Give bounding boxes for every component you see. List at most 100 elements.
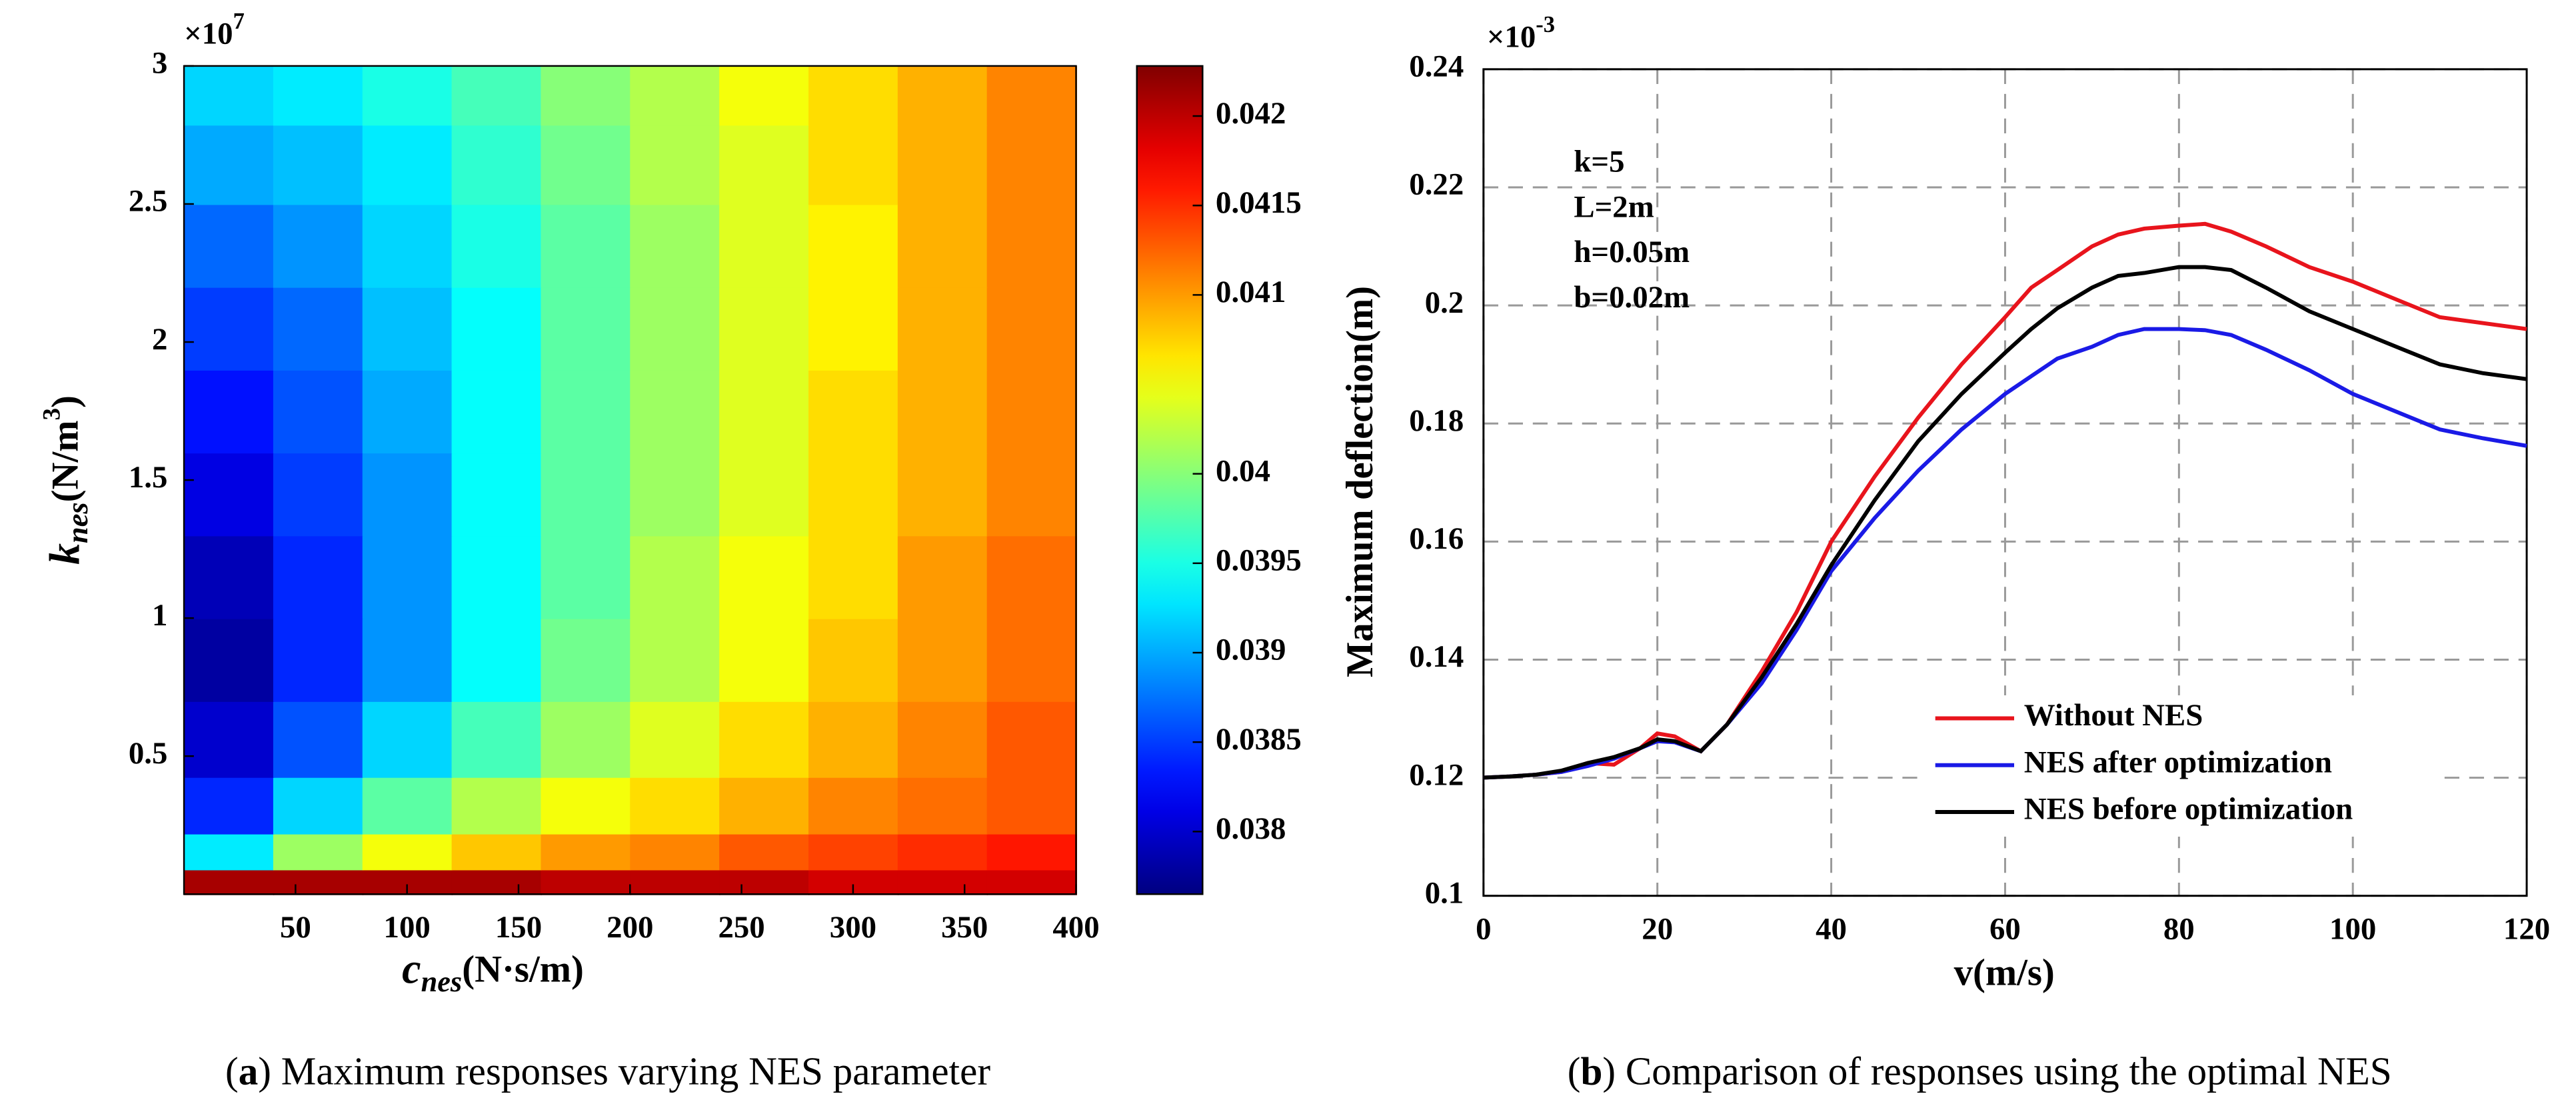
colorbar-tick-label: 0.0385 [1216, 722, 1302, 757]
heat-cell [362, 777, 453, 835]
heat-cell [451, 369, 542, 454]
heat-cell [184, 369, 275, 454]
text-part: nes [61, 502, 94, 543]
heat-cell [719, 452, 810, 537]
x-tick-label: 0 [1476, 912, 1491, 947]
x-tick-label: 20 [1642, 912, 1673, 947]
heat-cell [362, 452, 453, 537]
text-part: ×10 [1487, 19, 1536, 54]
heat-cell [897, 287, 988, 371]
colorbar-tick-label: 0.0415 [1216, 185, 1302, 220]
heat-cell [719, 535, 810, 619]
heat-cell [184, 124, 275, 205]
heat-cell [184, 618, 275, 702]
legend-label: NES before optimization [2024, 792, 2353, 827]
heat-cell [986, 833, 1078, 871]
heat-cell [630, 833, 720, 871]
text-part: a [239, 1049, 259, 1093]
text-part: nes [421, 965, 463, 998]
heat-cell [719, 65, 810, 126]
heat-cell [986, 869, 1078, 895]
heat-cell [541, 452, 631, 537]
heat-cell [630, 869, 720, 895]
heat-cell [630, 203, 720, 288]
heat-cell [184, 65, 275, 126]
heat-cell [541, 618, 631, 702]
heat-cell [451, 535, 542, 619]
heat-cell [808, 203, 899, 288]
heat-cell [630, 535, 720, 619]
text-part: 7 [233, 9, 245, 34]
heat-cell [184, 833, 275, 871]
heat-cell [986, 535, 1078, 619]
heat-cell [719, 124, 810, 205]
x-tick-label: 200 [607, 910, 653, 945]
heat-cell [451, 618, 542, 702]
series-line [1483, 265, 2527, 780]
heat-cell [273, 833, 364, 871]
heat-cell [897, 65, 988, 126]
heat-cell [719, 203, 810, 288]
heat-cell [897, 618, 988, 702]
heat-cell [808, 452, 899, 537]
heat-cell [897, 777, 988, 835]
colorbar-tick-label: 0.039 [1216, 633, 1286, 667]
text-part: (N·s/m) [462, 949, 584, 991]
heat-cell [719, 369, 810, 454]
text-part: ) Comparison of responses using the opti… [1602, 1049, 2391, 1093]
heat-cell [451, 869, 542, 895]
heat-cell [897, 535, 988, 619]
heat-cell [541, 287, 631, 371]
heat-cell [541, 777, 631, 835]
annotation: h=0.05m [1574, 235, 1690, 269]
text-part: c [402, 945, 421, 992]
heat-cell [986, 452, 1078, 537]
heat-cell [273, 369, 364, 454]
y-tick-label: 2 [152, 322, 167, 357]
heat-cell [541, 833, 631, 871]
heat-cell [630, 701, 720, 778]
y-tick-label: 0.24 [1409, 49, 1464, 84]
heat-cell [184, 452, 275, 537]
annotation: b=0.02m [1574, 280, 1690, 315]
heat-cell [362, 833, 453, 871]
legend-label: NES after optimization [2024, 745, 2332, 779]
heat-cell [897, 452, 988, 537]
heat-cell [273, 701, 364, 778]
heat-cell [184, 777, 275, 835]
heat-cell [541, 701, 631, 778]
heat-cell [897, 701, 988, 778]
heat-cell [897, 369, 988, 454]
heat-cell [808, 833, 899, 871]
y-tick-label: 2.5 [129, 184, 168, 219]
caption: (a) Maximum responses varying NES parame… [225, 1049, 990, 1093]
text-part: b [1580, 1049, 1602, 1093]
heat-cell [719, 869, 810, 895]
heat-cell [451, 287, 542, 371]
x-axis-label: cnes(N·s/m) [402, 945, 584, 998]
text-part: (N/m [45, 421, 87, 503]
y-tick-label: 0.5 [129, 736, 168, 771]
heat-cell [451, 124, 542, 205]
x-tick-label: 100 [2329, 912, 2376, 947]
colorbar-tick-label: 0.038 [1216, 811, 1286, 846]
heat-cell [897, 833, 988, 871]
heat-cell [541, 124, 631, 205]
heat-cell [808, 124, 899, 205]
heat-cell [630, 369, 720, 454]
x-axis-label: v(m/s) [1954, 952, 2055, 994]
heat-cell [451, 203, 542, 288]
x-tick-label: 250 [718, 910, 764, 945]
x-tick-label: 400 [1052, 910, 1099, 945]
colorbar-tick-label: 0.04 [1216, 453, 1270, 488]
heat-cell [630, 777, 720, 835]
text-part: ) [45, 395, 87, 408]
series-line [1483, 221, 2527, 780]
colorbar [1136, 65, 1204, 895]
heat-cell [362, 287, 453, 371]
y-tick-label: 0.12 [1409, 757, 1464, 792]
text-part: 3 [38, 408, 65, 420]
y-tick-label: 0.18 [1409, 403, 1464, 438]
heat-cell [897, 124, 988, 205]
